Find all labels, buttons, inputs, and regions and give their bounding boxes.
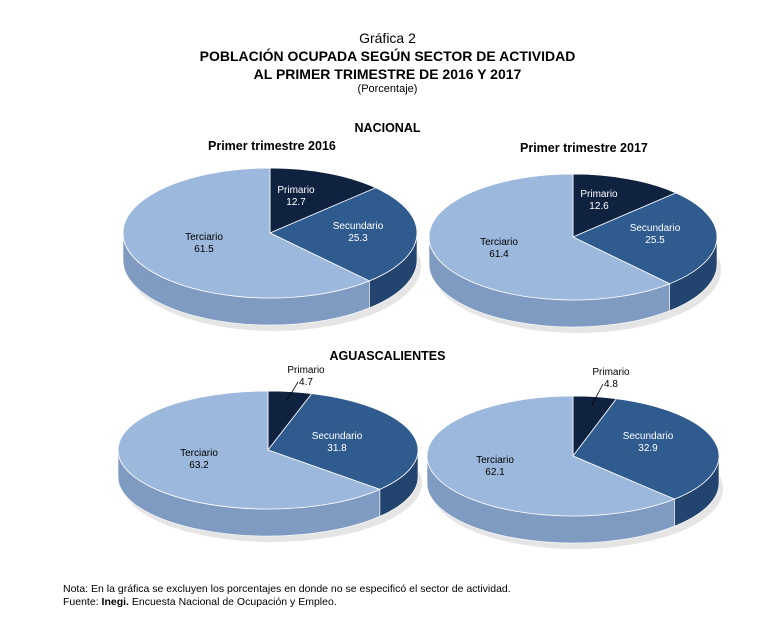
source-prefix: Fuente: [63,596,102,608]
slice-label-terciario: Terciario [476,455,514,466]
chart-title-line1: POBLACIÓN OCUPADA SEGÚN SECTOR DE ACTIVI… [199,48,576,64]
pie-slice-terciario [122,167,371,299]
slice-value-secundario: 25.5 [645,235,665,246]
pie-slice-terciario [117,390,381,510]
slice-value-secundario: 31.8 [327,443,347,454]
subtitle-2016: Primer trimestre 2016 [208,139,336,153]
chart-title: POBLACIÓN OCUPADA SEGÚN SECTOR DE ACTIVI… [0,47,775,83]
pie-slice-primario [269,167,377,234]
slice-value-primario: 4.8 [604,379,618,390]
pie-slice-terciario [428,173,671,301]
pie-slice-secundario [572,192,718,285]
pie-slice-terciario [426,395,676,517]
footer-notes: Nota: En la gráfica se excluyen los porc… [63,583,511,609]
pie-slice-secundario [572,398,720,500]
slice-value-primario: 12.6 [589,201,609,212]
chart-title-line2: AL PRIMER TRIMESTRE DE 2016 Y 2017 [253,66,522,82]
slice-label-terciario: Terciario [480,237,518,248]
section-title-nacional: NACIONAL [354,121,421,135]
slice-label-secundario: Secundario [312,431,363,442]
pie-slice-secundario [269,187,418,282]
source-text: Encuesta Nacional de Ocupación y Empleo. [128,596,337,608]
label-leader-line [286,381,299,401]
label-leader-line [591,383,604,406]
slice-label-terciario: Terciario [185,232,223,243]
slice-label-secundario: Secundario [333,221,384,232]
slice-value-secundario: 25.3 [348,233,368,244]
pie-slice-primario [572,173,677,238]
slice-label-primario: Primario [287,365,325,376]
slice-label-secundario: Secundario [630,223,681,234]
slice-label-primario: Primario [580,189,618,200]
chart-unit: (Porcentaje) [357,83,418,95]
slice-label-terciario: Terciario [180,448,218,459]
slice-value-terciario: 63.2 [189,460,209,471]
chart-kicker: Gráfica 2 [359,30,416,46]
subtitle-2017: Primer trimestre 2017 [520,141,648,155]
section-title-aguascalientes: AGUASCALIENTES [329,349,446,363]
slice-value-terciario: 61.4 [489,249,509,260]
slice-value-terciario: 62.1 [485,467,505,478]
footer-note: Nota: En la gráfica se excluyen los porc… [63,583,511,595]
slice-label-primario: Primario [592,367,630,378]
slice-label-primario: Primario [277,185,315,196]
footer-source: Fuente: Inegi. Encuesta Nacional de Ocup… [63,596,511,609]
slice-value-secundario: 32.9 [638,443,658,454]
slice-value-primario: 4.7 [299,377,313,388]
slice-label-secundario: Secundario [623,431,674,442]
slice-value-terciario: 61.5 [194,244,214,255]
pie-slice-secundario [267,393,419,490]
source-bold: Inegi. [101,596,129,608]
slice-value-primario: 12.7 [286,197,306,208]
